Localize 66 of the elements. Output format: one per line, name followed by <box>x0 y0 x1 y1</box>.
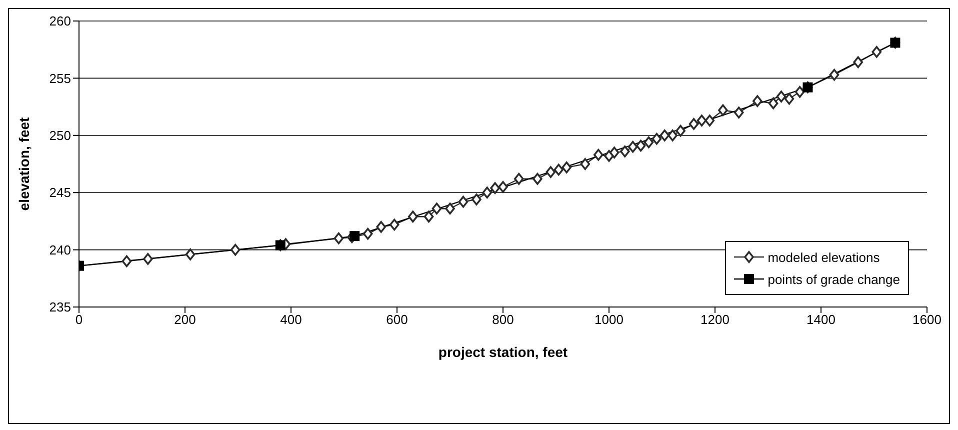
x-tick-label: 800 <box>492 312 514 328</box>
point <box>408 210 418 223</box>
point <box>794 86 805 98</box>
point <box>734 106 744 118</box>
point <box>122 255 132 268</box>
x-tick-label: 1600 <box>912 312 942 328</box>
point <box>829 68 840 81</box>
x-tick-label: 1200 <box>700 312 730 328</box>
point <box>853 56 863 68</box>
point <box>432 202 442 215</box>
point <box>688 118 699 130</box>
point <box>424 210 434 223</box>
point <box>580 158 590 170</box>
point <box>652 132 662 145</box>
x-tick-label: 1400 <box>806 312 836 328</box>
point <box>546 166 556 178</box>
point <box>609 146 620 158</box>
point <box>660 130 670 142</box>
point <box>143 253 153 265</box>
y-tick-label: 260 <box>49 14 71 29</box>
point <box>594 148 604 161</box>
point <box>532 172 542 185</box>
point <box>872 46 882 58</box>
point <box>458 196 468 208</box>
y-tick-label: 255 <box>49 70 71 86</box>
point <box>696 114 707 126</box>
y-axis-title: elevation, feet <box>16 116 32 211</box>
point <box>514 172 524 185</box>
x-tick-label: 200 <box>174 312 196 328</box>
point <box>230 244 240 256</box>
point <box>185 248 196 260</box>
point <box>472 194 482 206</box>
point <box>554 164 564 176</box>
point <box>676 124 686 137</box>
point <box>620 146 630 158</box>
legend-label: points of grade change <box>768 272 900 286</box>
point <box>668 130 678 142</box>
point <box>445 202 455 215</box>
point <box>636 140 646 152</box>
point <box>644 136 654 148</box>
x-tick-label: 400 <box>280 312 302 328</box>
x-axis-title: project station, feet <box>438 344 568 360</box>
point <box>334 232 344 244</box>
point <box>768 97 778 110</box>
y-tick-label: 250 <box>49 128 71 144</box>
y-tick-label: 235 <box>49 300 71 315</box>
point <box>498 180 508 193</box>
x-tick-label: 0 <box>75 312 83 328</box>
point <box>562 162 572 174</box>
point <box>389 218 400 231</box>
point <box>784 92 794 105</box>
legend-label: modeled elevations <box>768 250 880 264</box>
x-tick-label: 1000 <box>594 312 624 328</box>
x-tick-label: 600 <box>386 312 408 328</box>
point <box>490 182 500 194</box>
point <box>752 95 762 107</box>
point <box>704 114 715 126</box>
point <box>628 140 638 153</box>
point <box>376 221 386 233</box>
point <box>482 186 492 198</box>
point <box>350 231 360 242</box>
y-tick-label: 240 <box>49 242 71 258</box>
y-tick-label: 245 <box>49 185 71 200</box>
point <box>718 104 728 116</box>
point <box>362 228 373 240</box>
point <box>776 90 786 102</box>
